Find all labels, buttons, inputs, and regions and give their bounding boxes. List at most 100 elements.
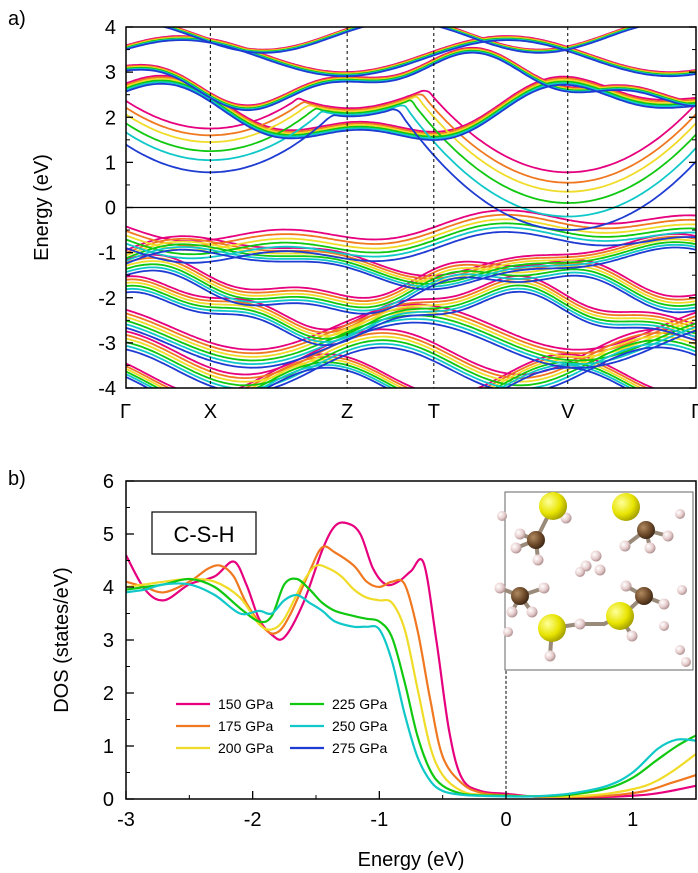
kpoint-label: X (204, 401, 217, 423)
y-tick-label: 4 (105, 17, 116, 39)
kpoint-label: Γ (120, 401, 131, 423)
band-line (126, 346, 696, 388)
band-line (126, 321, 696, 369)
band-line (126, 246, 696, 291)
band-line (126, 335, 696, 383)
x-tick-label: -2 (244, 809, 262, 831)
legend-label: 275 GPa (332, 740, 387, 756)
legend-label: 175 GPa (218, 718, 273, 734)
y-tick-label: -4 (98, 378, 116, 400)
crystal-structure-inset (494, 491, 694, 671)
band-line (126, 332, 696, 380)
band-line (126, 364, 633, 388)
legend: 150 GPa 175 GPa 200 GPa 225 GPa 250 GPa 275 G… (176, 696, 387, 756)
band-line (126, 243, 696, 288)
band-line (126, 235, 696, 280)
band-line (126, 108, 696, 231)
band-structure-panel: -4 -3 -2 -1 0 1 2 3 4 Γ X Z T V Γ Energy (eV) (31, 17, 698, 423)
legend-label: 250 GPa (332, 718, 387, 734)
band-line (126, 93, 696, 184)
y-tick-label: 4 (103, 577, 114, 599)
band-line (126, 47, 696, 108)
legend-item: 150 GPa (176, 696, 273, 712)
band-line (126, 269, 696, 315)
legend-label: 225 GPa (332, 696, 387, 712)
band-line (126, 328, 696, 376)
legend-label: 150 GPa (218, 696, 273, 712)
band-line (126, 307, 696, 355)
band-line (126, 303, 696, 351)
dos-lines (126, 521, 696, 799)
band-line (126, 241, 696, 285)
y-tick-label: 0 (103, 789, 114, 811)
band-line (126, 82, 696, 141)
panel-b-y-axis: 0 1 2 3 4 5 6 (103, 471, 134, 811)
x-tick-label: -1 (370, 809, 388, 831)
band-line (161, 27, 642, 54)
x-tick-label: 1 (627, 809, 638, 831)
band-line (126, 287, 696, 343)
band-line (126, 284, 696, 340)
band-line (126, 266, 696, 312)
band-line (126, 238, 696, 283)
x-tick-label: 0 (500, 809, 511, 831)
y-tick-label: 6 (103, 471, 114, 493)
band-line (126, 233, 696, 277)
band-lines (126, 27, 696, 388)
y-tick-label: 5 (103, 524, 114, 546)
y-tick-label: 0 (105, 198, 116, 220)
band-line (126, 230, 696, 264)
y-tick-label: -1 (98, 243, 116, 265)
y-tick-label: 1 (103, 736, 114, 758)
legend-item: 275 GPa (290, 740, 387, 756)
band-line (126, 281, 696, 337)
band-line (126, 358, 644, 388)
y-tick-label: 2 (105, 107, 116, 129)
panel-a-label: a) (8, 8, 26, 30)
y-tick-label: 3 (103, 630, 114, 652)
band-line (126, 48, 696, 109)
band-line (126, 99, 696, 204)
x-tick-label: -3 (117, 809, 135, 831)
composition-label: C-S-H (173, 522, 234, 547)
legend-item: 225 GPa (290, 696, 387, 712)
band-line (126, 290, 696, 347)
band-line (126, 339, 696, 387)
band-line (126, 318, 696, 366)
panel-b-x-label: Energy (eV) (358, 849, 465, 871)
band-line (126, 366, 628, 388)
band-series (126, 27, 696, 388)
band-line (126, 74, 696, 133)
dos-line (126, 582, 696, 798)
band-line (126, 95, 696, 193)
kpoint-label: Z (341, 401, 353, 423)
y-tick-label: 3 (105, 62, 116, 84)
band-line (126, 226, 696, 260)
band-line (126, 361, 638, 388)
legend-label: 200 GPa (218, 740, 273, 756)
panel-a-y-axis: -4 -3 -2 -1 0 1 2 3 4 (98, 17, 696, 400)
y-tick-label: -3 (98, 333, 116, 355)
band-line (126, 89, 696, 174)
panel-a-y-label: Energy (eV) (31, 154, 53, 261)
panel-b-y-label: DOS (states/eV) (51, 567, 73, 713)
band-line (126, 278, 696, 334)
panel-b-x-axis: -3 -2 -1 0 1 (117, 791, 638, 831)
band-line (126, 218, 696, 252)
panel-b-label: b) (8, 468, 26, 490)
legend-item: 200 GPa (176, 740, 273, 756)
band-line (126, 342, 696, 388)
y-tick-label: -2 (98, 288, 116, 310)
composition-box: C-S-H (151, 511, 257, 555)
y-tick-label: 1 (105, 152, 116, 174)
band-line (126, 104, 696, 218)
band-line (126, 51, 696, 112)
kpoint-label: T (428, 401, 440, 423)
legend-item: 250 GPa (290, 718, 387, 734)
legend-item: 175 GPa (176, 718, 273, 734)
band-line (126, 209, 696, 243)
kpoint-label: Γ (691, 401, 698, 423)
